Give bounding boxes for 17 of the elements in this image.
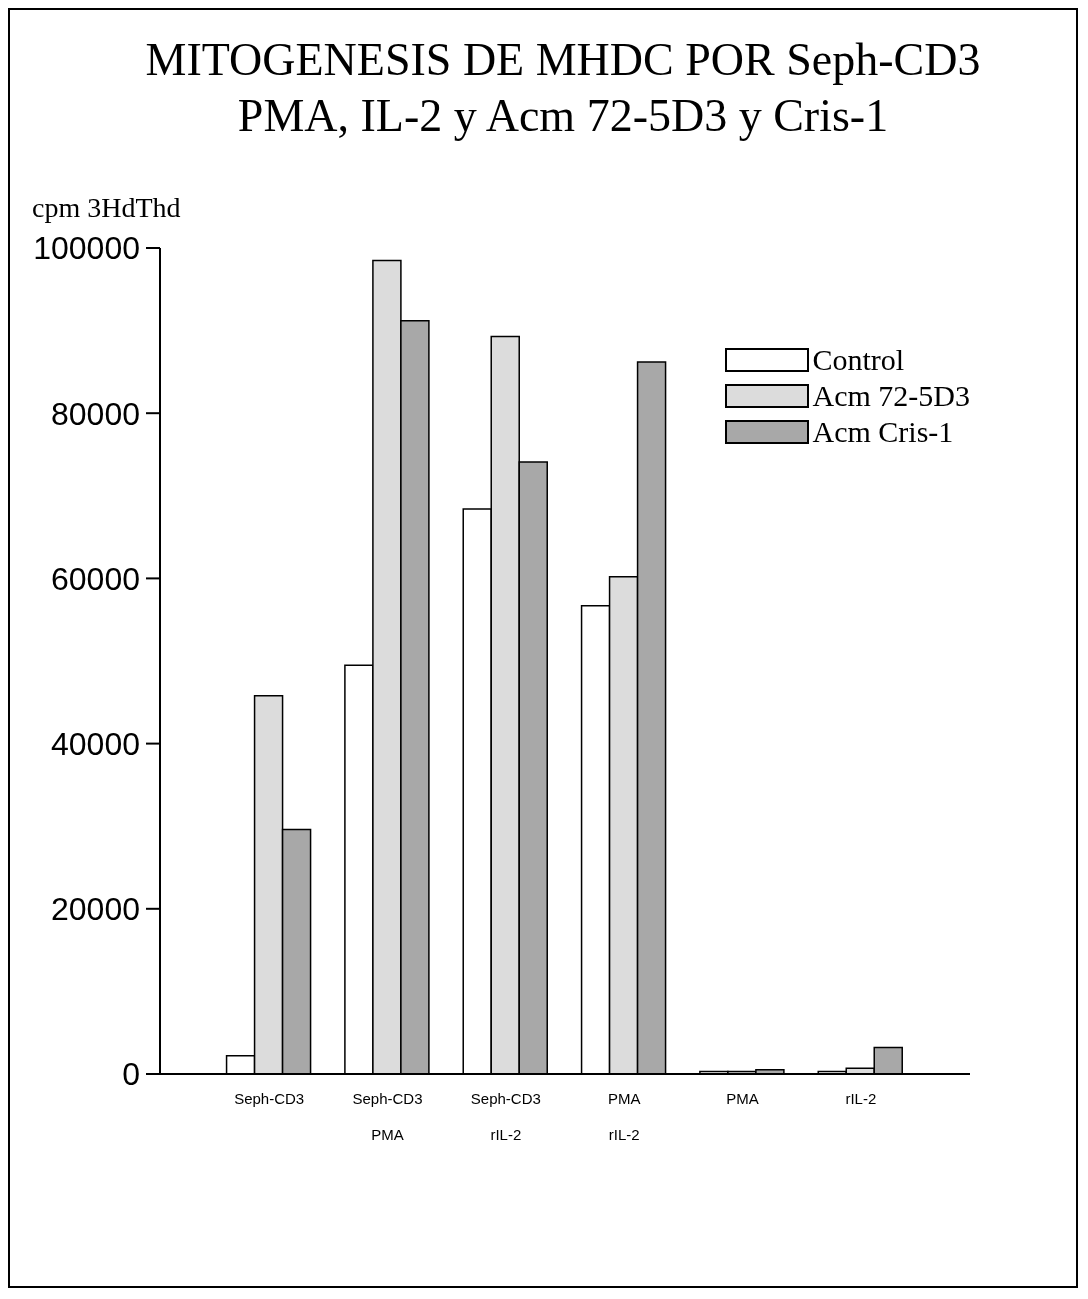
y-tick-label: 60000: [51, 560, 140, 597]
y-tick-label: 100000: [33, 230, 140, 267]
y-tick-label: 40000: [51, 725, 140, 762]
y-axis-title: cpm 3HdThd: [32, 192, 181, 224]
chart-title: MITOGENESIS DE MHDC POR Seph-CD3 PMA, IL-2 y Acm 72-5D3 y Cris-1: [144, 33, 982, 143]
y-tick-label: 20000: [51, 891, 140, 928]
x-tick-label: Seph-CD3: [234, 1090, 305, 1107]
legend-label: Acm 72-5D3: [812, 379, 970, 413]
x-tick-label: PMA: [726, 1090, 759, 1107]
y-tick-label: 0: [122, 1056, 140, 1093]
legend-label: Acm Cris-1: [812, 415, 954, 449]
category-label: Seph-CD3 PMA: [352, 1090, 423, 1143]
x-tick-label: rIL-2: [845, 1090, 877, 1107]
category-label: Seph-CD3 rIL-2: [470, 1090, 541, 1143]
legend-label: Control: [812, 343, 905, 377]
category-label: PMA rIL-2: [607, 1090, 641, 1143]
y-tick-label: 80000: [51, 395, 140, 432]
